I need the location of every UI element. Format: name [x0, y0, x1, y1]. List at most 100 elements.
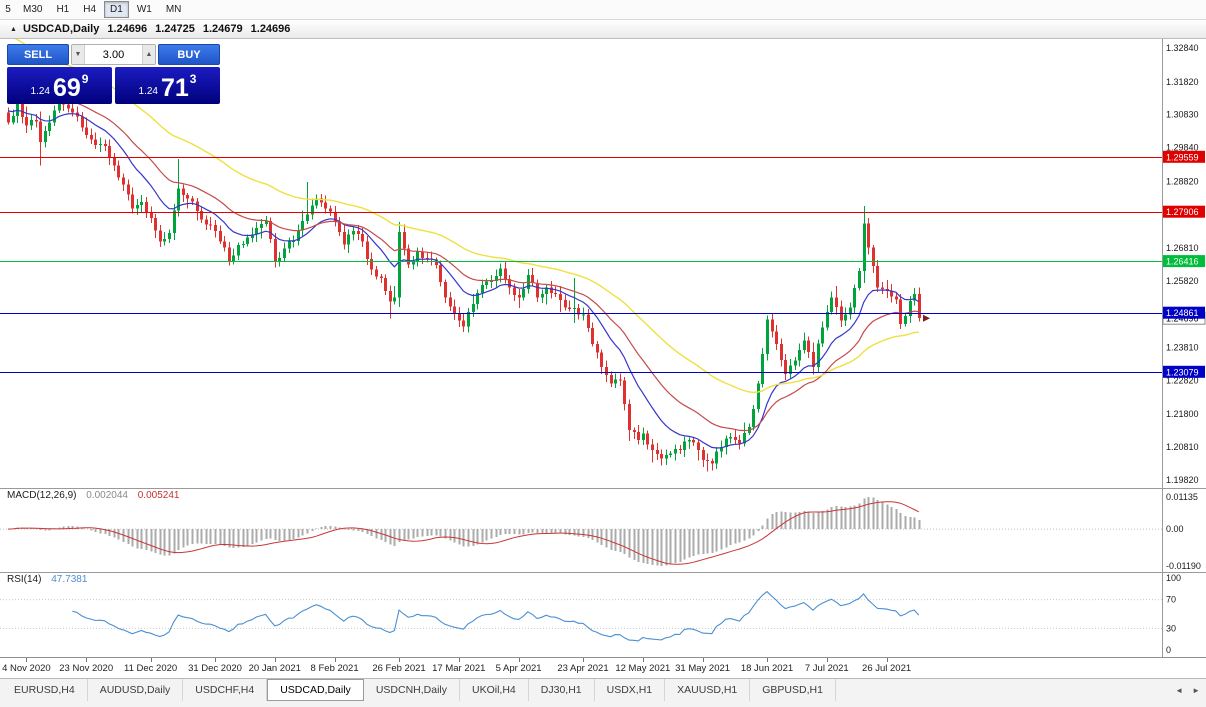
date-tick [826, 658, 828, 662]
tabs-scroll-right-icon[interactable]: ► [1192, 686, 1200, 695]
price-tick-label: 1.25820 [1166, 276, 1199, 286]
price-tick-label: 1.32840 [1166, 43, 1199, 53]
rsi-label: RSI(14) 47.7381 [7, 574, 87, 585]
svg-text:1.23079: 1.23079 [1166, 367, 1199, 377]
rsi-axis-label: 0 [1166, 645, 1171, 655]
date-label: 23 Nov 2020 [59, 663, 114, 674]
date-tick [274, 658, 276, 662]
last-price-arrow-icon [923, 314, 930, 322]
date-label: 31 May 2021 [675, 663, 731, 674]
price-tag-1.26416[interactable]: 1.26416 [1163, 255, 1205, 268]
date-label: 20 Jan 2021 [248, 663, 301, 674]
horizontal-level-lines[interactable] [0, 157, 1162, 373]
price-tick-label: 1.23810 [1166, 343, 1199, 353]
period-toolbar: 5 M30 H1 H4 D1 W1 MN [0, 0, 1206, 20]
sell-button[interactable]: SELL [7, 44, 69, 65]
buy-price-button[interactable]: 1.24 71 3 [115, 67, 220, 104]
date-tick [458, 658, 460, 662]
tabs-scroll-left-icon[interactable]: ◄ [1175, 686, 1184, 695]
macd-signal-value: 0.005241 [137, 490, 180, 501]
sell-price-big: 69 [52, 74, 81, 102]
buy-price-sup: 3 [189, 72, 197, 86]
date-tick [399, 658, 400, 662]
price-tick-label: 1.20810 [1166, 442, 1199, 452]
svg-text:1.24861: 1.24861 [1166, 308, 1199, 318]
moving-averages [7, 39, 920, 449]
period-button-h4[interactable]: H4 [77, 1, 102, 18]
volume-decrease-icon[interactable]: ▼ [72, 45, 85, 64]
date-label: 26 Feb 2021 [372, 663, 426, 674]
buy-button[interactable]: BUY [158, 44, 220, 65]
ma-slow-yellow [14, 39, 919, 394]
macd-axis-label: -0.01190 [1166, 561, 1201, 571]
period-button-mn[interactable]: MN [160, 1, 188, 18]
svg-text:1.26416: 1.26416 [1166, 257, 1199, 267]
price-tick-label: 1.28820 [1166, 176, 1199, 186]
time-axis[interactable]: 4 Nov 2020 23 Nov 2020 11 Dec 2020 31 Dec 2… [0, 657, 1206, 678]
candles-series [7, 94, 921, 472]
date-tick [215, 658, 216, 662]
date-label: 12 May 2021 [615, 663, 671, 674]
chart-title-bar[interactable]: ▲ USDCAD,Daily 1.24696 1.24725 1.24679 1… [0, 20, 1206, 39]
sell-price-button[interactable]: 1.24 69 9 [7, 67, 112, 104]
price-tag-1.24861[interactable]: 1.24861 [1163, 306, 1205, 319]
tab-ukoil-h4[interactable]: UKOil,H4 [460, 679, 529, 701]
date-label: 17 Mar 2021 [432, 663, 486, 674]
tab-usdcnh-daily[interactable]: USDCNH,Daily [364, 679, 460, 701]
rsi-line [72, 590, 920, 642]
price-tick-label: 1.26810 [1166, 243, 1199, 253]
macd-histogram [12, 497, 921, 566]
tab-gbpusd-h1[interactable]: GBPUSD,H1 [750, 679, 836, 701]
macd-label: MACD(12,26,9) 0.002044 0.005241 [7, 490, 179, 501]
date-tick [642, 658, 644, 662]
main-chart-canvas[interactable]: 1.328401.318201.308301.298401.288201.278… [0, 39, 1206, 488]
date-label: 4 Nov 2020 [2, 663, 51, 674]
one-click-trading-panel: SELL ▼ 3.00 ▲ BUY 1.24 69 9 1.24 71 3 [7, 44, 220, 104]
date-tick [334, 658, 336, 662]
tab-audusd-daily[interactable]: AUDUSD,Daily [88, 679, 184, 701]
quote-open: 1.24696 [107, 23, 148, 35]
chart-title: USDCAD,Daily [22, 23, 100, 35]
rsi-panel-canvas[interactable]: 100 70 30 0 [0, 572, 1206, 657]
tab-eurusd-h4[interactable]: EURUSD,H4 [2, 679, 88, 701]
period-button-d1[interactable]: D1 [104, 1, 129, 18]
price-tag-1.29559[interactable]: 1.29559 [1163, 150, 1205, 163]
quote-low: 1.24679 [202, 23, 243, 35]
date-label: 11 Dec 2020 [124, 663, 178, 674]
rsi-value: 47.7381 [51, 574, 88, 585]
date-tick [150, 658, 152, 662]
tab-dj30-h1[interactable]: DJ30,H1 [529, 679, 595, 701]
date-tick [583, 658, 584, 662]
tab-xauusd-h1[interactable]: XAUUSD,H1 [665, 679, 751, 701]
price-tag-1.27906[interactable]: 1.27906 [1163, 205, 1205, 218]
rsi-axis-label: 30 [1166, 623, 1176, 633]
date-label: 18 Jun 2021 [740, 663, 794, 674]
collapse-icon[interactable]: ▲ [10, 25, 17, 33]
date-label: 7 Jul 2021 [804, 663, 849, 674]
quote-high: 1.24725 [155, 23, 195, 35]
date-tick [767, 658, 768, 662]
macd-panel-canvas[interactable]: 0.01135 0.00 -0.01190 [0, 488, 1206, 572]
tab-usdx-h1[interactable]: USDX,H1 [595, 679, 666, 701]
volume-increase-icon[interactable]: ▲ [142, 45, 155, 64]
date-label: 26 Jul 2021 [862, 663, 912, 674]
date-label: 23 Apr 2021 [557, 663, 609, 674]
date-tick [886, 658, 888, 662]
svg-text:1.29559: 1.29559 [1166, 152, 1199, 162]
date-label: 31 Dec 2020 [188, 663, 242, 674]
tab-usdchf-h4[interactable]: USDCHF,H4 [183, 679, 268, 701]
price-tag-1.23079[interactable]: 1.23079 [1163, 365, 1205, 378]
period-button-m30[interactable]: M30 [17, 1, 48, 18]
date-tick [26, 658, 28, 662]
date-tick [86, 658, 88, 662]
price-tick-label: 1.31820 [1166, 77, 1199, 87]
period-button-w1[interactable]: W1 [131, 1, 158, 18]
volume-value[interactable]: 3.00 [102, 48, 125, 61]
date-tick [702, 658, 704, 662]
period-button-h1[interactable]: H1 [50, 1, 75, 18]
period-button-5[interactable]: 5 [1, 1, 15, 18]
volume-spinner[interactable]: ▼ 3.00 ▲ [71, 44, 156, 65]
macd-axis-label: 0.00 [1166, 524, 1184, 534]
tab-usdcad-daily[interactable]: USDCAD,Daily [267, 679, 364, 701]
